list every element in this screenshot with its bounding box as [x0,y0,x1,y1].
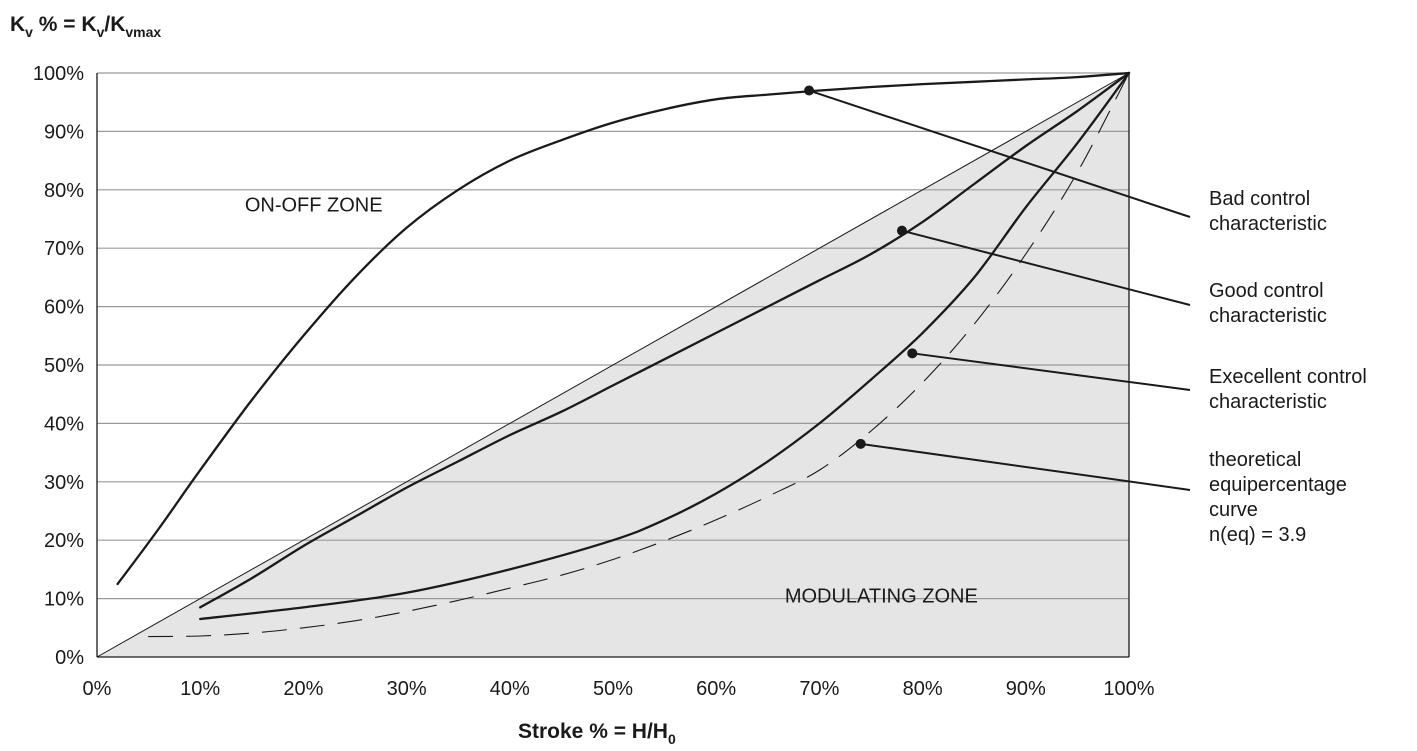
leader-line-theoretical [860,442,1191,491]
y-tick-label: 80% [44,180,84,202]
x-tick-label: 30% [387,678,427,700]
y-tick-label: 30% [44,472,84,494]
annotation-line: equipercentage [1209,474,1347,496]
leader-line-excellent [912,352,1191,391]
y-tick-label: 50% [44,355,84,377]
x-tick-label: 60% [696,678,736,700]
x-tick-label: 0% [83,678,112,700]
y-tick-label: 10% [44,589,84,611]
x-tick-label: 20% [283,678,323,700]
annotation-line: Bad control [1209,188,1310,210]
annotation-line: characteristic [1209,391,1327,413]
x-tick-label: 100% [1103,678,1154,700]
zone-label-on_off: ON-OFF ZONE [245,194,383,216]
annotation-line: n(eq) = 3.9 [1209,524,1306,546]
diagonal-line [96,72,1130,658]
x-tick-label: 40% [490,678,530,700]
annotation-dot-excellent [907,348,918,359]
y-tick-label: 70% [44,238,84,260]
annotation-label-theoretical: theoretical equipercentage curve n(eq) = 3.… [1209,449,1347,546]
plot-area: 0% 10% 20% 30% 40% 50% 60% 70% 80% 90% 100% 0% 10% 20… [33,63,1367,700]
series-line-excellent [199,71,1131,621]
x-tick-label: 10% [180,678,220,700]
y-tick-label: 90% [44,121,84,143]
annotation-line: characteristic [1209,305,1327,327]
series-line-theoretical [148,72,1130,638]
y-axis-title: Kv % = Kv/Kvmax [10,13,161,40]
series-line-bad [116,71,1131,586]
zone-label-modulating: MODULATING ZONE [785,586,978,608]
annotation-line: Good control [1209,280,1324,302]
annotation-dot-theoretical [855,438,866,449]
annotation-label-good: Good control characteristic [1209,280,1327,327]
y-tick-label: 100% [33,63,84,85]
x-tick-label: 90% [1006,678,1046,700]
y-tick-label: 20% [44,530,84,552]
annotation-line: theoretical [1209,449,1301,471]
x-tick-label: 50% [593,678,633,700]
annotation-line: characteristic [1209,213,1327,235]
y-tick-label: 0% [55,647,84,669]
leader-line-good [901,229,1191,306]
annotation-line: curve [1209,499,1258,521]
annotation-dot-good [896,225,907,236]
annotation-label-excellent: Execellent control characteristic [1209,366,1367,413]
y-tick-label: 40% [44,413,84,435]
y-tick-label: 60% [44,297,84,319]
series-line-good [199,71,1131,609]
x-tick-label: 80% [903,678,943,700]
annotation-label-bad: Bad control characteristic [1209,188,1327,235]
leader-line-bad [808,89,1191,218]
annotation-line: Execellent control [1209,366,1367,388]
x-tick-label: 70% [799,678,839,700]
x-axis-title: Stroke % = H/H0 [518,720,676,747]
annotation-dot-bad [804,85,815,96]
